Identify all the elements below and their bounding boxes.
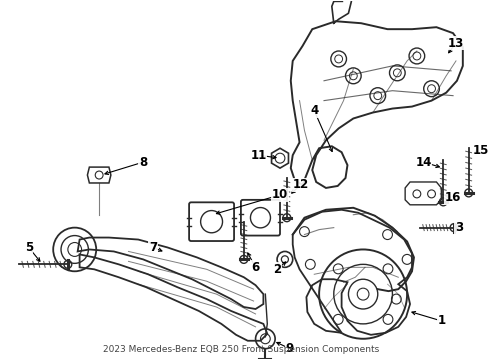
Text: 9: 9 <box>286 342 294 355</box>
Text: 5: 5 <box>24 241 33 254</box>
Text: 10: 10 <box>272 188 288 201</box>
Text: 13: 13 <box>448 37 464 50</box>
Text: 15: 15 <box>472 144 489 157</box>
Text: 8: 8 <box>139 156 147 168</box>
Text: 4: 4 <box>310 104 318 117</box>
Text: 14: 14 <box>416 156 432 168</box>
Text: 3: 3 <box>455 221 463 234</box>
Text: 16: 16 <box>445 192 461 204</box>
Text: 12: 12 <box>293 179 309 192</box>
Text: 6: 6 <box>251 261 260 274</box>
Text: 2023 Mercedes-Benz EQB 250 Front Suspension Components: 2023 Mercedes-Benz EQB 250 Front Suspens… <box>103 345 379 354</box>
Text: 1: 1 <box>437 314 445 327</box>
Text: 2: 2 <box>273 263 281 276</box>
Text: 11: 11 <box>250 149 267 162</box>
Text: 7: 7 <box>149 241 157 254</box>
